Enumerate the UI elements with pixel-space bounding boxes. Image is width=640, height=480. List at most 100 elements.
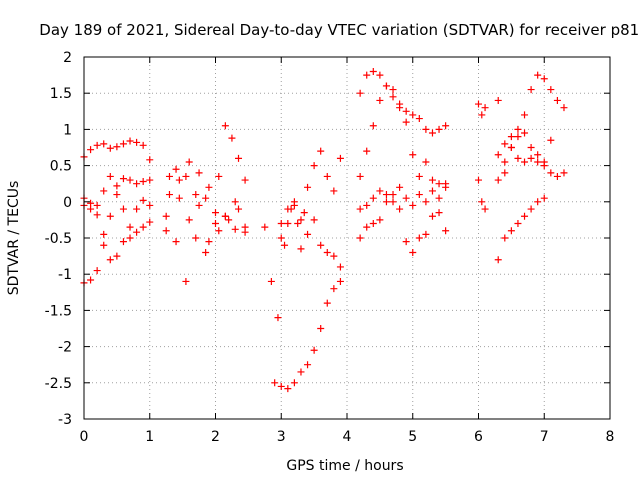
tick-labels: 0 1 2 3 4 5 6 7 8 2 1.5 1 0.5 0 -0.5 -1 -1.5 -2 -2.5 -3 xyxy=(45,50,615,445)
data-point xyxy=(369,122,377,130)
data-point xyxy=(415,191,423,199)
data-point xyxy=(507,133,515,141)
data-point xyxy=(402,107,410,115)
data-point xyxy=(126,137,134,145)
data-point xyxy=(330,187,338,195)
data-point xyxy=(501,158,509,166)
data-point xyxy=(422,198,430,206)
data-point xyxy=(294,220,302,228)
data-point xyxy=(317,147,325,155)
data-point xyxy=(323,299,331,307)
data-point xyxy=(428,176,436,184)
x-axis-label: GPS time / hours xyxy=(286,458,403,474)
data-point xyxy=(106,144,114,152)
data-point xyxy=(182,172,190,180)
data-point xyxy=(93,211,101,219)
x-tick-label: 2 xyxy=(211,429,220,445)
data-point xyxy=(494,256,502,264)
data-point xyxy=(165,191,173,199)
data-point xyxy=(514,154,522,162)
data-point xyxy=(87,205,95,213)
data-point xyxy=(317,325,325,332)
data-point xyxy=(547,169,555,177)
y-tick-label: -2.5 xyxy=(45,376,72,392)
data-point xyxy=(133,228,141,236)
x-tick-label: 1 xyxy=(145,429,154,445)
data-point xyxy=(521,129,529,137)
data-point xyxy=(228,134,236,142)
data-point xyxy=(172,165,180,173)
data-point xyxy=(507,227,515,235)
data-point xyxy=(113,252,121,260)
data-point xyxy=(363,201,371,209)
data-point xyxy=(435,180,443,188)
data-point xyxy=(106,256,114,264)
data-point xyxy=(100,230,108,238)
data-point xyxy=(428,212,436,220)
data-point xyxy=(363,71,371,79)
data-point xyxy=(514,220,522,228)
data-point xyxy=(195,201,203,209)
x-tick-label: 7 xyxy=(540,429,549,445)
data-point xyxy=(100,187,108,195)
data-point xyxy=(277,220,285,228)
data-point xyxy=(494,176,502,184)
chart-title: Day 189 of 2021, Sidereal Day-to-day VTE… xyxy=(39,21,640,39)
data-point xyxy=(93,267,101,275)
data-point xyxy=(330,252,338,260)
data-point xyxy=(133,138,141,146)
data-point xyxy=(514,133,522,141)
data-point xyxy=(501,140,509,148)
y-tick-label: 0 xyxy=(63,195,72,211)
data-point xyxy=(290,201,298,209)
data-point xyxy=(146,176,154,184)
series-arc-14 xyxy=(356,82,450,188)
data-point xyxy=(146,218,154,226)
data-point xyxy=(428,187,436,195)
data-point xyxy=(336,154,344,162)
data-point xyxy=(182,277,190,285)
y-tick-label: -2 xyxy=(58,340,72,356)
data-point xyxy=(162,227,170,235)
data-point xyxy=(215,172,223,180)
data-point xyxy=(415,115,423,123)
data-point xyxy=(192,234,200,242)
data-point xyxy=(560,104,568,112)
data-point xyxy=(435,194,443,202)
data-point xyxy=(553,172,561,180)
data-point xyxy=(409,151,417,159)
x-tick-label: 4 xyxy=(343,429,352,445)
data-point xyxy=(396,183,404,191)
data-point xyxy=(540,75,548,83)
data-point xyxy=(284,220,292,228)
data-point xyxy=(133,205,141,213)
data-point xyxy=(494,96,502,104)
data-point xyxy=(271,379,279,387)
data-point xyxy=(402,238,410,246)
series-arc-10 xyxy=(271,277,344,393)
data-point xyxy=(202,248,210,256)
data-point xyxy=(336,263,344,271)
x-tick-label: 6 xyxy=(474,429,483,445)
axis-ticks xyxy=(83,56,611,420)
data-point xyxy=(221,122,229,130)
data-point xyxy=(323,248,331,256)
data-point xyxy=(540,162,548,170)
data-point xyxy=(133,180,141,188)
data-point xyxy=(363,223,371,231)
data-point xyxy=(290,379,298,387)
data-point xyxy=(310,216,318,224)
data-point xyxy=(514,125,522,133)
data-point xyxy=(100,241,108,249)
data-point xyxy=(376,96,384,104)
series-arc-7 xyxy=(162,198,249,285)
series-arc-15 xyxy=(356,187,450,256)
data-point xyxy=(212,220,219,228)
data-point xyxy=(119,205,127,213)
data-point xyxy=(310,346,318,354)
data-point xyxy=(494,151,502,159)
data-point xyxy=(382,198,390,206)
series-arc-20 xyxy=(494,144,568,184)
data-point xyxy=(297,216,305,224)
data-point xyxy=(297,245,305,253)
